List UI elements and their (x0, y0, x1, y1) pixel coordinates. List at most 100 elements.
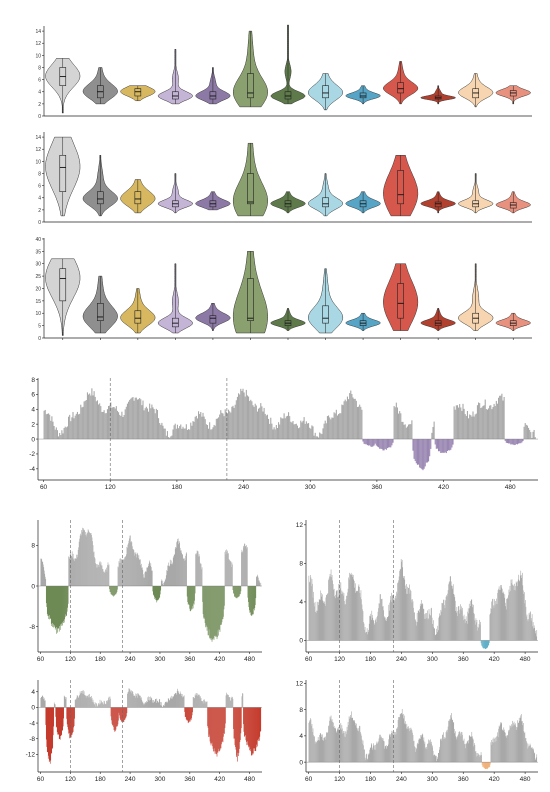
residue-bar (124, 707, 126, 720)
residue-bar (64, 696, 66, 708)
residue-bar (511, 724, 512, 763)
residue-bar (141, 405, 143, 440)
residue-bar (138, 558, 139, 586)
residue-bar (400, 558, 402, 641)
residue-bar (535, 636, 537, 641)
residue-bar (404, 721, 406, 763)
residue-bar (253, 406, 255, 440)
residue-bar (362, 740, 364, 763)
residue-bar (220, 707, 221, 749)
x-tick-label: 240 (125, 776, 136, 783)
y-tick-label: 4 (31, 689, 35, 696)
y-tick-label: 25 (35, 274, 41, 280)
residue-bar (65, 697, 67, 708)
residue-bar (373, 743, 374, 763)
residue-bar (173, 556, 174, 586)
y-tick-label: 30 (35, 262, 41, 268)
residue-bar (235, 707, 237, 750)
residue-bar (215, 707, 217, 754)
residue-bar (446, 732, 448, 763)
residue-bar (308, 423, 310, 440)
residue-bar (498, 397, 500, 440)
residue-bar (509, 729, 510, 763)
residue-bar (82, 529, 84, 586)
residue-bar (435, 439, 437, 449)
residue-bar (111, 707, 113, 724)
residue-bar (531, 437, 533, 440)
residue-bar (456, 737, 457, 763)
residue-bar (482, 640, 483, 648)
y-tick-label: 8 (31, 543, 35, 550)
residue-bar (491, 608, 493, 641)
residue-bar (242, 693, 243, 708)
residue-bar (373, 620, 374, 641)
residue-bar (464, 623, 466, 641)
residue-bar (115, 586, 116, 595)
residue-bar (118, 707, 120, 713)
residue-bar (125, 406, 127, 440)
residue-bar (224, 552, 226, 586)
residue-bar (259, 707, 260, 741)
residue-bar (210, 707, 212, 746)
residue-bar (249, 400, 251, 440)
residue-bar (469, 600, 471, 641)
residue-bar (191, 707, 192, 719)
residue-bar (414, 619, 416, 641)
residue-bar (311, 725, 312, 763)
residue-bar (424, 743, 425, 763)
residue-bar (298, 428, 300, 440)
residue-bar (94, 396, 96, 440)
residue-bar (99, 699, 101, 708)
residue-bar (462, 734, 463, 763)
residue-bar (490, 762, 491, 765)
residue-bar (467, 743, 469, 763)
residue-bar (436, 439, 438, 449)
residue-bar (383, 610, 384, 641)
residue-bar (526, 742, 528, 763)
residue-bar (364, 749, 365, 763)
residue-bar (522, 572, 523, 641)
residue-bar (142, 400, 144, 440)
residue-bar (52, 707, 54, 736)
residue-bar (258, 577, 259, 586)
residue-bar (223, 707, 225, 734)
residue-bar (119, 414, 121, 440)
residue-bar (460, 736, 462, 763)
residue-bar (51, 707, 53, 754)
residue-bar (185, 707, 186, 718)
residue-bar (212, 707, 213, 747)
residue-bar (369, 749, 371, 763)
residue-bar (482, 762, 483, 767)
residue-bar (504, 732, 506, 763)
residue-bar (153, 701, 155, 708)
residue-bar (114, 408, 116, 440)
residue-bar (520, 575, 522, 641)
residue-bar (158, 698, 160, 708)
residue-bar (80, 533, 81, 586)
residue-bar (237, 707, 238, 762)
residue-bar (456, 612, 457, 641)
residue-bar (216, 418, 218, 440)
residue-bar (118, 561, 120, 586)
residue-bar (160, 586, 162, 591)
residue-bar (257, 707, 259, 741)
residue-bar (403, 713, 405, 763)
residue-bar (465, 743, 467, 763)
residue-bar (211, 586, 213, 642)
residue-bar (522, 725, 524, 763)
residue-bar (501, 729, 503, 763)
residue-bar (533, 429, 535, 440)
residue-bar (339, 413, 341, 440)
residue-bar (329, 576, 330, 641)
residue-bar (387, 744, 389, 763)
residue-bar (100, 562, 102, 586)
residue-bar (354, 398, 356, 440)
residue-bar (192, 697, 194, 708)
residue-bar (391, 732, 392, 763)
residue-bar (216, 707, 217, 755)
residue-bar (423, 740, 424, 763)
residue-bar (75, 699, 76, 708)
residue-bar (486, 409, 488, 440)
residue-bar (66, 707, 68, 725)
residue-bar (505, 736, 507, 763)
